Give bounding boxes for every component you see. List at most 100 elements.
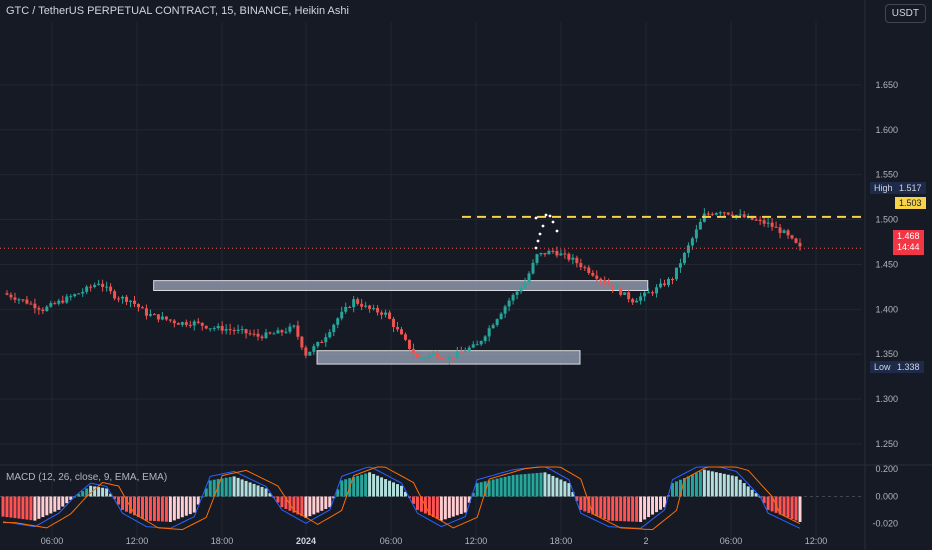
macd-bar: [392, 482, 396, 497]
macd-bar: [471, 492, 475, 497]
macd-bar: [320, 496, 324, 511]
macd-bar: [567, 483, 571, 497]
macd-bar: [790, 496, 794, 519]
candle-body: [647, 292, 651, 294]
high-badge: High 1.517: [870, 182, 926, 194]
candle-body: [296, 325, 300, 337]
macd-bar: [324, 496, 328, 509]
macd-bar: [475, 483, 479, 497]
macd-bar: [718, 473, 722, 497]
macd-bar: [678, 479, 682, 497]
macd-bar: [762, 496, 766, 504]
macd-bar: [364, 473, 368, 497]
candle-body: [160, 316, 164, 320]
macd-bar: [400, 485, 403, 497]
macd-bar: [523, 474, 527, 497]
candle-body: [216, 326, 220, 329]
macd-bar: [1, 496, 5, 517]
macd-bar: [467, 496, 471, 503]
candle-body: [352, 299, 356, 308]
candle-body: [340, 311, 344, 319]
candle-body: [37, 308, 41, 310]
macd-bar: [176, 496, 180, 519]
candle-body: [690, 238, 694, 246]
macd-bar: [372, 474, 376, 497]
candle-body: [101, 283, 105, 288]
candle-body: [368, 305, 372, 309]
candle-body: [499, 313, 503, 320]
price-tick-label: 1.600: [875, 125, 898, 135]
macd-bar: [37, 496, 41, 519]
macd-bar: [655, 496, 659, 513]
candle-body: [312, 346, 316, 352]
macd-pane: [0, 466, 862, 531]
candle-body: [734, 215, 738, 217]
candle-body: [455, 351, 459, 359]
candle-body: [407, 339, 411, 349]
price-tick-label: 1.300: [875, 394, 898, 404]
candle-body: [292, 325, 296, 327]
candle-body: [487, 328, 491, 337]
candle-body: [603, 280, 607, 283]
macd-bar: [212, 479, 216, 497]
candle-body: [280, 330, 284, 333]
candle-body: [53, 303, 57, 305]
candle-body: [148, 314, 152, 316]
candle-body: [117, 298, 121, 300]
last-price-badge: 1.468 14:44: [893, 230, 924, 255]
macd-bar: [113, 496, 117, 500]
candle-body: [184, 322, 188, 325]
time-tick-label: 06:00: [380, 536, 403, 546]
macd-bar: [105, 488, 109, 497]
macd-bar: [89, 485, 93, 497]
macd-bar: [786, 496, 790, 518]
candle-body: [232, 329, 236, 331]
macd-bar: [156, 496, 160, 522]
macd-bar: [21, 496, 25, 520]
time-tick-label: 18:00: [211, 536, 234, 546]
candle-body: [682, 252, 686, 264]
candle-body: [523, 282, 527, 289]
candle-body: [559, 253, 563, 256]
candle-body: [770, 222, 774, 227]
candle-body: [320, 341, 324, 343]
candle-body: [45, 306, 49, 312]
high-label: High: [874, 183, 893, 193]
macd-tick-label: -0.020: [872, 518, 898, 528]
zone-boxes: [153, 280, 649, 365]
candle-body: [718, 212, 722, 214]
macd-bar: [148, 496, 152, 521]
candle-body: [332, 324, 336, 333]
macd-bar: [571, 492, 575, 497]
macd-bar: [710, 471, 714, 497]
projection-dot: [544, 213, 548, 217]
macd-bar: [587, 496, 591, 513]
price-axis[interactable]: 1.650 1.600 1.550 1.500 1.450 1.400 1.350 1.300…: [872, 80, 898, 528]
candle-body: [738, 214, 742, 216]
currency-button[interactable]: USDT: [884, 4, 926, 23]
candle-body: [750, 216, 754, 220]
candle-body: [65, 296, 69, 303]
candle-body: [778, 227, 782, 233]
candle-body: [459, 351, 463, 353]
macd-bar: [264, 488, 268, 497]
macd-bar: [627, 496, 631, 522]
candle-body: [252, 333, 256, 335]
candle-body: [674, 267, 678, 280]
macd-bar: [13, 496, 17, 519]
macd-bar: [503, 476, 507, 497]
candle-body: [635, 300, 639, 303]
candle-body: [400, 329, 403, 335]
candle-body: [85, 286, 89, 292]
candle-body: [619, 287, 623, 295]
macd-tick-label: 0.200: [875, 464, 898, 474]
candle-body: [164, 316, 168, 320]
candle-body: [467, 347, 471, 351]
time-axis[interactable]: 06:00 12:00 18:00 2024 06:00 12:00 18:00 2 06:00…: [41, 536, 828, 546]
macd-bar: [25, 496, 29, 520]
candle-body: [29, 303, 33, 305]
candle-body: [69, 296, 73, 298]
time-tick-label: 06:00: [720, 536, 743, 546]
